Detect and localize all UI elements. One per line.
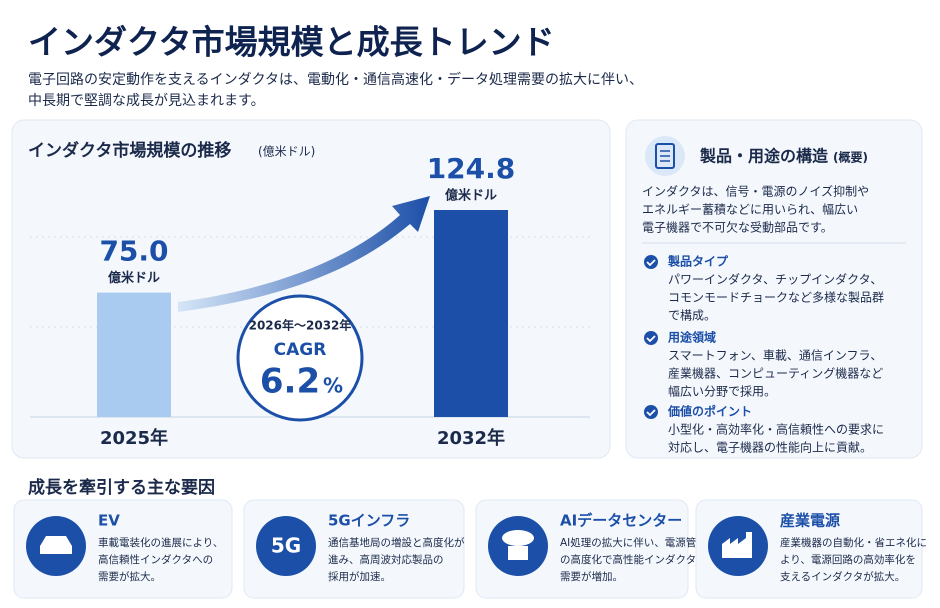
item-text: コモンモードチョークなど多様な製品群: [668, 291, 884, 305]
item-heading: 用途領域: [667, 330, 716, 345]
value-label: 124.8: [427, 152, 516, 185]
doc-icon: [655, 143, 675, 169]
value-unit: 億米ドル: [445, 188, 497, 204]
chart-unit: (億米ドル): [258, 145, 315, 159]
item-text: スマートフォン、車載、通信インフラ、: [668, 349, 882, 363]
driver-text: 需要が拡大。: [98, 570, 161, 583]
driver-text: 産業機器の自動化・省エネ化に: [780, 536, 927, 549]
structure-note: (概要): [833, 150, 868, 165]
subtitle: 電子回路の安定動作を支えるインダクタは、電動化・通信高速化・データ処理需要の拡大…: [28, 71, 643, 88]
driver-text: 需要が増加。: [560, 570, 623, 583]
driver-text: 支えるインダクタが拡大。: [780, 570, 905, 583]
item-heading: 価値のポイント: [667, 404, 752, 419]
subtitle: 中長期で堅調な成長が見込まれます。: [28, 93, 265, 109]
cloud-glyph: [502, 530, 534, 546]
structure-panel: [625, 119, 923, 459]
cagr-label: CAGR: [274, 340, 327, 360]
value-unit: 億米ドル: [108, 270, 160, 286]
structure-title: 製品・用途の構造: [699, 147, 829, 166]
structure-intro: 電子機器で不可欠な受動部品です。: [642, 220, 833, 235]
structure-intro: エネルギー蓄積などに用いられ、幅広い: [642, 202, 858, 217]
value-label: 75.0: [99, 235, 168, 268]
cagr-value: 6.2: [260, 362, 320, 402]
growth-arrow: [178, 196, 430, 312]
item-text: 対応し、電子機器の性能向上に貢献。: [668, 440, 872, 455]
driver-text: 通信基地局の増設と高度化が: [328, 536, 465, 549]
item-text: 産業機器、コンピューティング機器など: [668, 366, 883, 381]
item-heading: 製品タイプ: [667, 254, 729, 269]
check-icon: [644, 331, 658, 345]
driver-text: 車載電装化の進展により、: [98, 536, 223, 549]
check-mark: [646, 259, 656, 267]
driver-text: 高信頼性インダクタへの: [98, 553, 213, 566]
page-title: インダクタ市場規模と成長トレンド: [28, 23, 555, 62]
driver-title: EV: [98, 512, 120, 530]
car-glyph: [40, 536, 72, 554]
driver-text: より、電源回路の高効率化を: [780, 553, 916, 566]
item-text: で構成。: [668, 309, 716, 323]
bar: [97, 292, 171, 417]
driver-title: 産業電源: [780, 512, 840, 530]
driver-text: AI処理の拡大に伴い、電源管理: [560, 536, 707, 549]
chart-title: インダクタ市場規模の推移: [28, 140, 231, 161]
driver-icon: [256, 516, 316, 576]
driver-text: 進み、高周波対応製品の: [328, 553, 444, 566]
category-label: 2025年: [100, 427, 168, 449]
driver-title: AIデータセンター: [560, 512, 682, 530]
item-text: 幅広い分野で採用。: [668, 384, 776, 399]
item-text: パワーインダクタ、チップインダクタ、: [668, 272, 882, 287]
structure-intro: インダクタは、信号・電源のノイズ抑制や: [642, 184, 869, 199]
cagr-badge: [236, 294, 364, 422]
factory-glyph: [722, 532, 752, 558]
bar: [434, 210, 508, 417]
drivers-title: 成長を牽引する主な要因: [28, 477, 215, 498]
cagr-unit: %: [323, 374, 343, 398]
driver-text: 採用が加速。: [328, 570, 391, 583]
driver-title: 5Gインフラ: [328, 512, 410, 530]
item-text: 小型化・高効率化・高信頼性への要求に: [668, 422, 884, 437]
check-mark: [646, 335, 656, 343]
category-label: 2032年: [437, 427, 505, 449]
check-mark: [646, 409, 656, 417]
check-icon: [644, 255, 658, 269]
driver-text: の高度化で高性能インダクタ: [560, 553, 696, 566]
check-icon: [644, 405, 658, 419]
cagr-period: 2026年〜2032年: [249, 318, 352, 333]
driver-icon-text: 5G: [271, 534, 301, 558]
server-glyph: [508, 546, 528, 560]
